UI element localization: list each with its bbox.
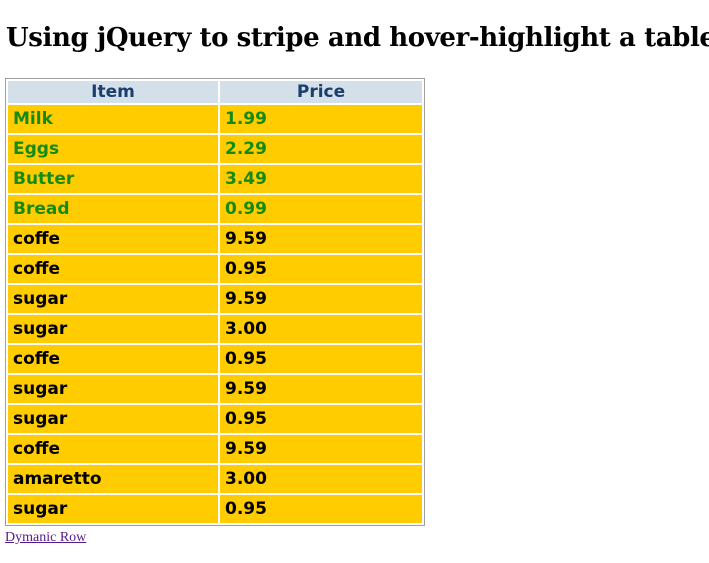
price-cell: 0.95: [220, 345, 422, 373]
table-row[interactable]: coffe 9.59: [8, 225, 422, 253]
price-cell: 0.95: [220, 405, 422, 433]
table-body: Milk 1.99 Eggs 2.29 Butter 3.49 Bread 0.99 coffe…: [8, 105, 422, 523]
table-row[interactable]: Bread 0.99: [8, 195, 422, 223]
price-cell: 1.99: [220, 105, 422, 133]
price-cell: 9.59: [220, 225, 422, 253]
item-cell: sugar: [8, 495, 218, 523]
table-row[interactable]: sugar 0.95: [8, 405, 422, 433]
table-row[interactable]: sugar 9.59: [8, 285, 422, 313]
price-cell: 3.00: [220, 315, 422, 343]
table-row[interactable]: sugar 9.59: [8, 375, 422, 403]
price-cell: 3.49: [220, 165, 422, 193]
item-cell: sugar: [8, 375, 218, 403]
price-cell: 9.59: [220, 435, 422, 463]
item-cell: coffe: [8, 345, 218, 373]
price-cell: 0.95: [220, 495, 422, 523]
dynamic-row-link[interactable]: Dymanic Row: [5, 530, 87, 545]
price-cell: 3.00: [220, 465, 422, 493]
item-cell: sugar: [8, 285, 218, 313]
price-table: Item Price Milk 1.99 Eggs 2.29 Butter 3.49 Bre…: [6, 79, 424, 525]
item-cell: Eggs: [8, 135, 218, 163]
item-cell: sugar: [8, 405, 218, 433]
price-cell: 9.59: [220, 285, 422, 313]
table-row[interactable]: coffe 0.95: [8, 255, 422, 283]
item-cell: coffe: [8, 255, 218, 283]
item-cell: sugar: [8, 315, 218, 343]
price-cell: 0.95: [220, 255, 422, 283]
item-cell: Milk: [8, 105, 218, 133]
table-row[interactable]: coffe 0.95: [8, 345, 422, 373]
column-header-price: Price: [220, 81, 422, 103]
table-row[interactable]: Milk 1.99: [8, 105, 422, 133]
price-cell: 9.59: [220, 375, 422, 403]
table-row[interactable]: sugar 0.95: [8, 495, 422, 523]
page-title: Using jQuery to stripe and hover-highlig…: [6, 23, 709, 53]
item-cell: Bread: [8, 195, 218, 223]
table-row[interactable]: amaretto 3.00: [8, 465, 422, 493]
price-table-container: Item Price Milk 1.99 Eggs 2.29 Butter 3.49 Bre…: [5, 78, 425, 526]
item-cell: amaretto: [8, 465, 218, 493]
table-row[interactable]: sugar 3.00: [8, 315, 422, 343]
price-cell: 2.29: [220, 135, 422, 163]
table-row[interactable]: Butter 3.49: [8, 165, 422, 193]
table-row[interactable]: coffe 9.59: [8, 435, 422, 463]
item-cell: coffe: [8, 435, 218, 463]
price-cell: 0.99: [220, 195, 422, 223]
table-header-row: Item Price: [8, 81, 422, 103]
column-header-item: Item: [8, 81, 218, 103]
item-cell: Butter: [8, 165, 218, 193]
table-row[interactable]: Eggs 2.29: [8, 135, 422, 163]
item-cell: coffe: [8, 225, 218, 253]
